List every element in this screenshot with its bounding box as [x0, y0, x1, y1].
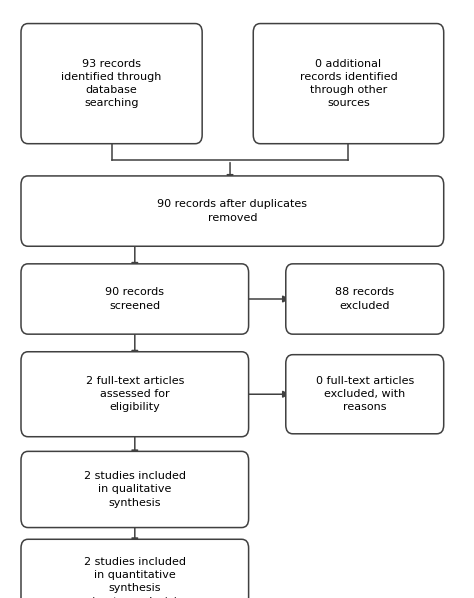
Text: 2 studies included
in qualitative
synthesis: 2 studies included in qualitative synthe… — [84, 471, 186, 508]
FancyBboxPatch shape — [21, 176, 444, 246]
FancyBboxPatch shape — [286, 264, 444, 334]
FancyBboxPatch shape — [21, 352, 248, 437]
Text: 0 full-text articles
excluded, with
reasons: 0 full-text articles excluded, with reas… — [316, 376, 414, 413]
FancyBboxPatch shape — [21, 23, 202, 144]
FancyBboxPatch shape — [253, 23, 444, 144]
FancyBboxPatch shape — [21, 539, 248, 598]
FancyBboxPatch shape — [21, 451, 248, 527]
Text: 90 records
screened: 90 records screened — [105, 288, 164, 310]
FancyBboxPatch shape — [286, 355, 444, 434]
Text: 93 records
identified through
database
searching: 93 records identified through database s… — [62, 59, 162, 108]
Text: 2 full-text articles
assessed for
eligibility: 2 full-text articles assessed for eligib… — [86, 376, 184, 413]
Text: 2 studies included
in quantitative
synthesis
(meta-analysis): 2 studies included in quantitative synth… — [84, 557, 186, 598]
Text: 90 records after duplicates
removed: 90 records after duplicates removed — [157, 200, 307, 222]
Text: 88 records
excluded: 88 records excluded — [335, 288, 394, 310]
FancyBboxPatch shape — [21, 264, 248, 334]
Text: 0 additional
records identified
through other
sources: 0 additional records identified through … — [300, 59, 397, 108]
